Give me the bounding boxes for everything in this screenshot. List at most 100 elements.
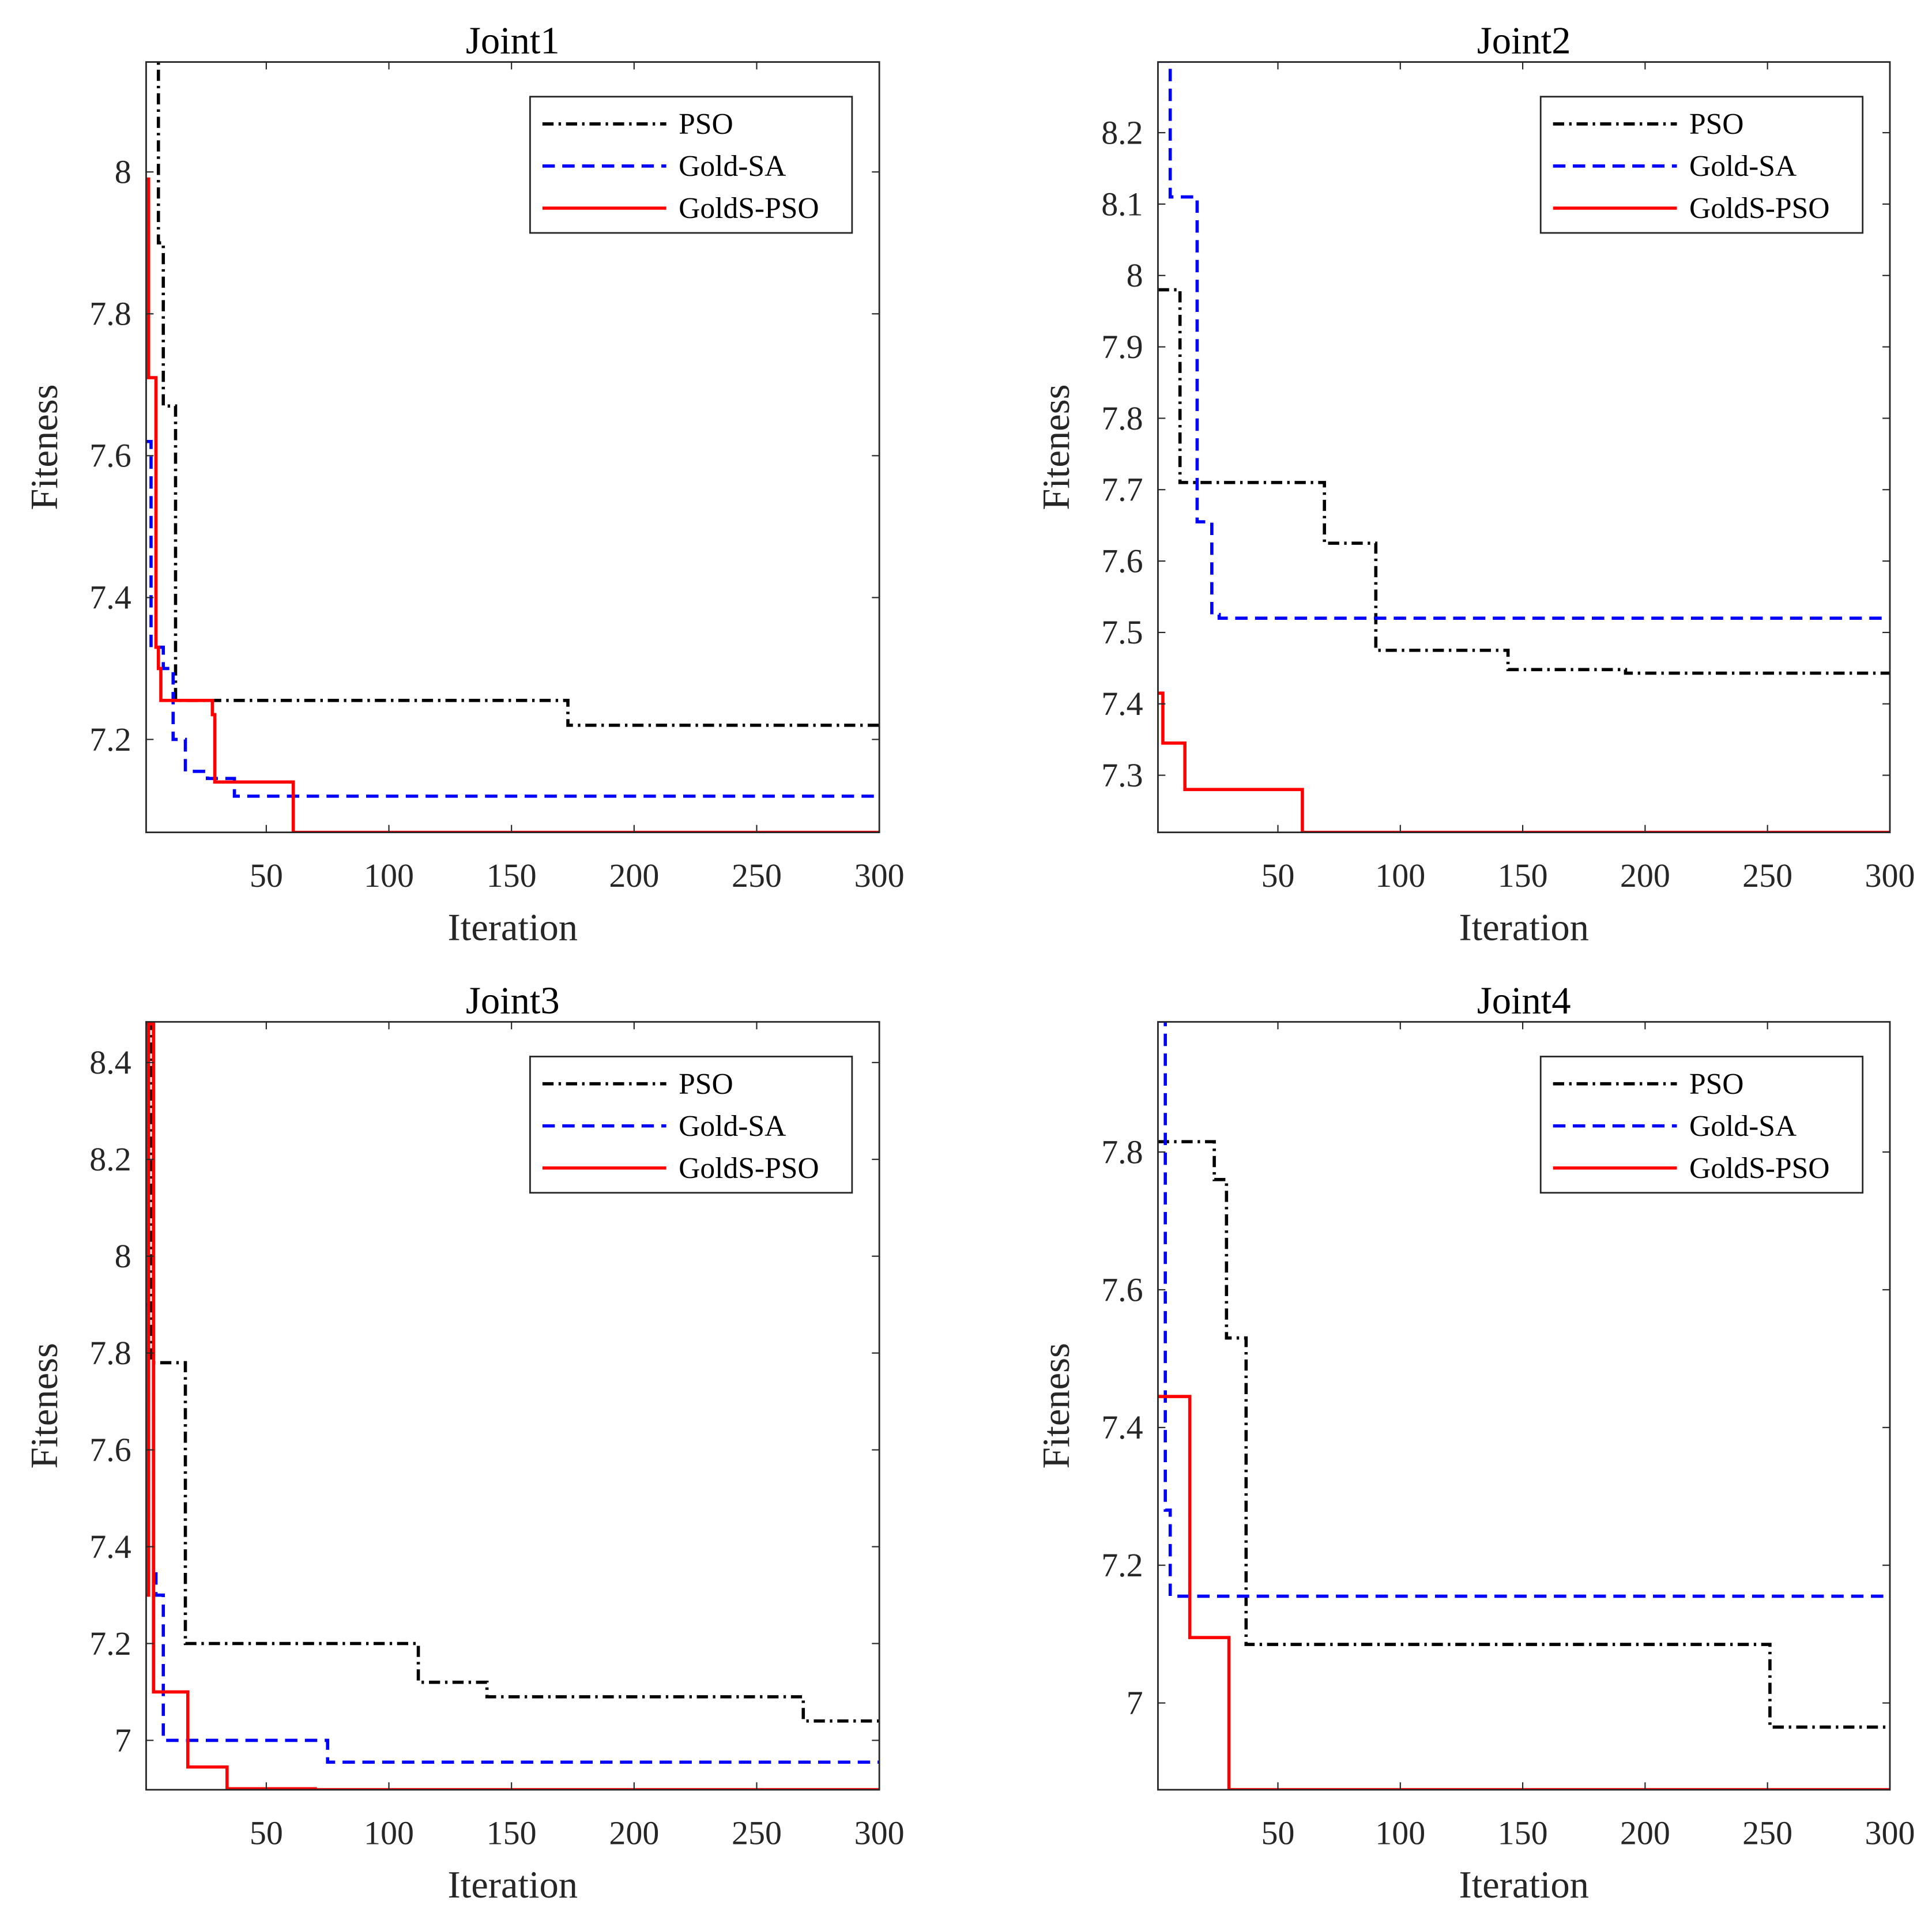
series-pso xyxy=(1158,1140,1890,1729)
legend-label: PSO xyxy=(1689,1068,1744,1101)
legend: PSO Gold-SA GoldS-PSO xyxy=(529,96,853,234)
series-gold-sa xyxy=(1158,62,1890,620)
x-axis-label: Iteration xyxy=(448,907,578,949)
x-tick-label: 300 xyxy=(854,1814,905,1852)
y-tick-label: 7.2 xyxy=(1101,1546,1143,1584)
y-tick-label: 8.2 xyxy=(89,1140,131,1178)
x-tick-label: 150 xyxy=(1498,1814,1548,1852)
y-tick-label: 7.8 xyxy=(1101,1133,1143,1170)
x-tick-label: 50 xyxy=(1261,1814,1295,1852)
legend: PSO Gold-SA GoldS-PSO xyxy=(1539,96,1864,234)
legend-label: GoldS-PSO xyxy=(1689,1152,1830,1185)
y-tick-label: 8.2 xyxy=(1101,114,1143,151)
chart-title: Joint2 xyxy=(1477,20,1571,62)
x-tick-label: 100 xyxy=(1375,1814,1425,1852)
y-tick-label: 7.6 xyxy=(1101,1271,1143,1308)
chart-title: Joint4 xyxy=(1477,980,1571,1022)
y-tick-label: 7.2 xyxy=(89,721,131,758)
chart-joint2: 50 100 150 200 250 300 7.3 7.4 7.5 7.6 7.7 7.8 7.9 8 8… xyxy=(1035,20,1915,948)
y-tick-label: 7.7 xyxy=(1101,471,1143,509)
chart-joint3: 50 100 150 200 250 300 7 7.2 7.4 7.6 7.8 8 8.2 8.4 Joi… xyxy=(24,980,905,1905)
x-axis-label: Iteration xyxy=(1459,1864,1589,1905)
chart-title: Joint3 xyxy=(466,980,560,1022)
y-tick-label: 7.6 xyxy=(89,437,131,475)
x-tick-label: 300 xyxy=(1865,857,1915,894)
y-tick-label: 7.8 xyxy=(1101,400,1143,437)
y-tick-label: 7.5 xyxy=(1101,613,1143,651)
x-tick-label: 250 xyxy=(732,857,782,894)
chart-joint1: 50 100 150 200 250 300 7.2 7.4 7.6 7.8 8 Joint1 Iter… xyxy=(24,20,905,948)
x-tick-label: 200 xyxy=(609,1814,659,1852)
y-tick-label: 7.8 xyxy=(89,1334,131,1372)
y-axis-label: Fiteness xyxy=(24,1343,66,1469)
y-tick-label: 8.1 xyxy=(1101,185,1143,223)
x-tick-label: 50 xyxy=(1261,857,1295,894)
y-axis-label: Fiteness xyxy=(1035,1343,1078,1469)
x-tick-label: 250 xyxy=(1742,1814,1792,1852)
series-pso xyxy=(156,62,880,727)
x-axis-label: Iteration xyxy=(448,1864,578,1905)
axes-box xyxy=(1157,1021,1891,1791)
x-tick-label: 100 xyxy=(364,1814,414,1852)
y-tick-label: 7.4 xyxy=(89,579,131,616)
series-gold-sa xyxy=(1158,1022,1890,1598)
legend-label: Gold-SA xyxy=(679,150,786,183)
axes-box xyxy=(145,61,880,834)
legend-label: Gold-SA xyxy=(1689,1110,1797,1143)
y-tick-label: 7.3 xyxy=(1101,756,1143,794)
series-pso xyxy=(146,1022,880,1723)
y-tick-label: 7.6 xyxy=(1101,542,1143,579)
series-gold-sa xyxy=(146,439,880,798)
axes-box xyxy=(1157,61,1891,834)
chart-title: Joint1 xyxy=(466,20,560,62)
x-axis-label: Iteration xyxy=(1459,907,1589,949)
legend-label: PSO xyxy=(679,108,733,141)
y-tick-label: 8 xyxy=(1127,257,1143,294)
x-tick-label: 150 xyxy=(1498,857,1548,894)
series-pso xyxy=(1158,288,1890,675)
y-tick-label: 8 xyxy=(115,153,131,191)
y-axis-label: Fiteness xyxy=(24,384,66,510)
y-tick-label: 7.4 xyxy=(89,1528,131,1565)
x-tick-label: 50 xyxy=(250,857,283,894)
x-tick-label: 150 xyxy=(487,1814,537,1852)
x-tick-label: 300 xyxy=(1865,1814,1915,1852)
x-tick-label: 50 xyxy=(250,1814,283,1852)
legend-label: PSO xyxy=(1689,108,1744,141)
legend-label: GoldS-PSO xyxy=(679,192,819,225)
axes-box xyxy=(145,1021,880,1791)
y-tick-label: 7.6 xyxy=(89,1431,131,1469)
y-tick-label: 7.8 xyxy=(89,295,131,333)
series-golds-pso xyxy=(146,177,880,833)
y-tick-label: 7.9 xyxy=(1101,328,1143,366)
y-tick-label: 7.4 xyxy=(1101,1409,1143,1446)
x-tick-label: 250 xyxy=(732,1814,782,1852)
legend-label: PSO xyxy=(679,1068,733,1101)
series-golds-pso xyxy=(1158,1395,1890,1790)
y-tick-label: 8 xyxy=(115,1237,131,1275)
series-golds-pso xyxy=(1158,691,1890,833)
legend: PSO Gold-SA GoldS-PSO xyxy=(1539,1056,1864,1194)
y-tick-label: 7.4 xyxy=(1101,685,1143,722)
y-axis-label: Fiteness xyxy=(1035,384,1078,510)
y-tick-label: 7 xyxy=(1127,1684,1143,1722)
y-tick-label: 7.2 xyxy=(89,1625,131,1662)
legend-label: GoldS-PSO xyxy=(679,1152,819,1185)
legend-label: Gold-SA xyxy=(679,1110,786,1143)
chart-joint4: 50 100 150 200 250 300 7 7.2 7.4 7.6 7.8 Joint4 Iter… xyxy=(1035,980,1915,1905)
x-tick-label: 100 xyxy=(364,857,414,894)
x-tick-label: 150 xyxy=(487,857,537,894)
x-tick-label: 100 xyxy=(1375,857,1425,894)
x-tick-label: 200 xyxy=(1620,1814,1670,1852)
y-tick-label: 8.4 xyxy=(89,1044,131,1081)
x-tick-label: 200 xyxy=(1620,857,1670,894)
series-gold-sa xyxy=(146,1302,880,1764)
legend-label: GoldS-PSO xyxy=(1689,192,1830,225)
x-tick-label: 250 xyxy=(1742,857,1792,894)
x-tick-label: 300 xyxy=(854,857,905,894)
y-tick-label: 7 xyxy=(115,1722,131,1759)
legend-label: Gold-SA xyxy=(1689,150,1797,183)
x-tick-label: 200 xyxy=(609,857,659,894)
legend: PSO Gold-SA GoldS-PSO xyxy=(529,1056,853,1194)
